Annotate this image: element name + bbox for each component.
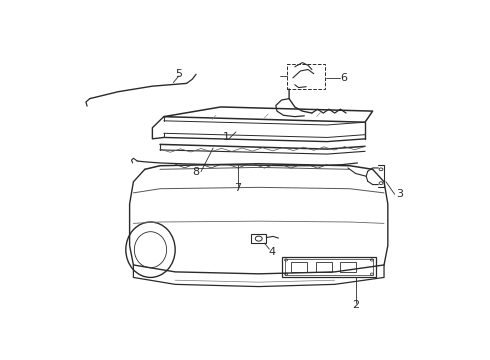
Bar	[285, 259, 373, 275]
Text: 8: 8	[193, 167, 199, 176]
Text: 2: 2	[352, 300, 359, 310]
Bar	[281, 257, 376, 278]
Text: 7: 7	[234, 184, 242, 193]
Bar	[287, 64, 325, 89]
Text: 1: 1	[223, 132, 230, 143]
Bar	[251, 234, 267, 243]
Bar	[341, 262, 356, 273]
Text: 6: 6	[341, 73, 348, 83]
Bar	[291, 262, 307, 273]
Text: 4: 4	[269, 247, 275, 257]
Text: 5: 5	[175, 69, 182, 79]
Text: 3: 3	[396, 189, 403, 199]
Bar	[316, 262, 332, 273]
